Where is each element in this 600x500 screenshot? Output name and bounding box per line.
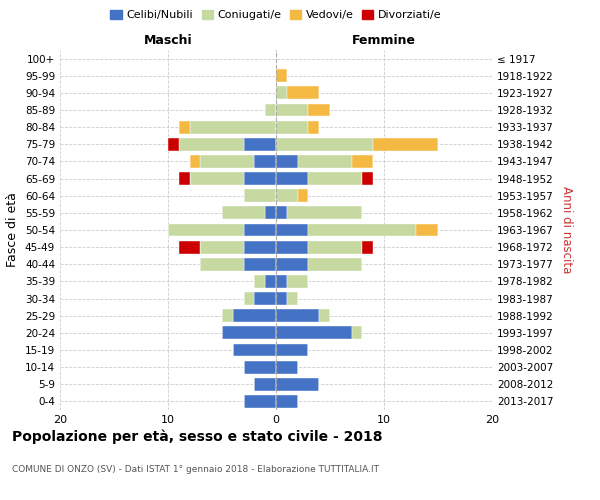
Bar [244,240,276,254]
Bar [276,224,308,236]
Legend: Celibi/Nubili, Coniugati/e, Vedovi/e, Divorziati/e: Celibi/Nubili, Coniugati/e, Vedovi/e, Di… [106,5,446,24]
Bar [179,172,190,185]
Bar [276,206,287,220]
Bar [200,258,244,270]
Bar [222,310,233,322]
Bar [254,155,276,168]
Bar [244,360,276,374]
Bar [265,206,276,220]
Bar [308,240,362,254]
Bar [298,155,352,168]
Bar [244,292,254,305]
Bar [200,240,244,254]
Bar [254,275,265,288]
Bar [233,310,276,322]
Bar [254,292,276,305]
Bar [352,155,373,168]
Bar [276,344,308,356]
Bar [244,395,276,408]
Bar [308,172,362,185]
Bar [276,275,287,288]
Bar [308,224,416,236]
Bar [168,138,179,150]
Bar [373,138,438,150]
Bar [308,104,330,117]
Bar [276,190,298,202]
Text: Maschi: Maschi [143,34,193,46]
Text: Femmine: Femmine [352,34,416,46]
Bar [276,86,287,100]
Bar [362,240,373,254]
Bar [200,155,254,168]
Bar [244,172,276,185]
Bar [287,275,308,288]
Bar [276,240,308,254]
Bar [416,224,438,236]
Bar [190,155,200,168]
Bar [244,138,276,150]
Bar [276,104,308,117]
Bar [276,292,287,305]
Bar [179,120,190,134]
Bar [276,258,308,270]
Text: Popolazione per età, sesso e stato civile - 2018: Popolazione per età, sesso e stato civil… [12,430,383,444]
Bar [352,326,362,340]
Bar [276,395,298,408]
Bar [276,172,308,185]
Bar [362,172,373,185]
Bar [265,104,276,117]
Bar [319,310,330,322]
Bar [222,326,276,340]
Y-axis label: Fasce di età: Fasce di età [7,192,19,268]
Bar [276,70,287,82]
Bar [276,120,308,134]
Bar [287,292,298,305]
Y-axis label: Anni di nascita: Anni di nascita [560,186,573,274]
Bar [287,86,319,100]
Bar [276,310,319,322]
Bar [244,224,276,236]
Bar [190,120,276,134]
Bar [287,206,362,220]
Bar [244,258,276,270]
Bar [254,378,276,390]
Bar [276,138,373,150]
Bar [179,138,244,150]
Bar [233,344,276,356]
Bar [265,275,276,288]
Bar [168,224,244,236]
Bar [276,326,352,340]
Bar [298,190,308,202]
Bar [276,360,298,374]
Bar [190,172,244,185]
Bar [308,258,362,270]
Bar [308,120,319,134]
Bar [179,240,200,254]
Bar [276,155,298,168]
Text: COMUNE DI ONZO (SV) - Dati ISTAT 1° gennaio 2018 - Elaborazione TUTTITALIA.IT: COMUNE DI ONZO (SV) - Dati ISTAT 1° genn… [12,465,379,474]
Bar [276,378,319,390]
Bar [244,190,276,202]
Bar [222,206,265,220]
